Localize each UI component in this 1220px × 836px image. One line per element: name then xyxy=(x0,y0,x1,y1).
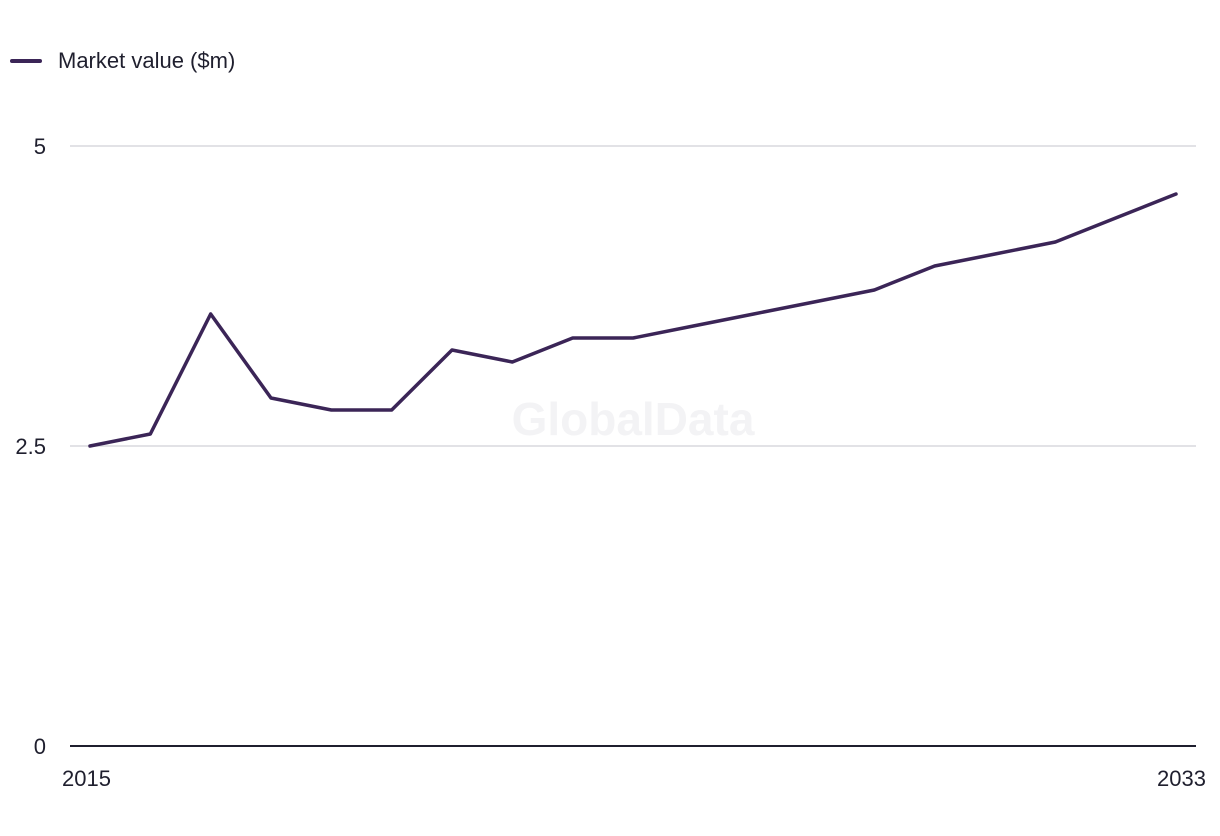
data-point xyxy=(933,264,937,268)
data-point xyxy=(691,324,695,328)
data-point xyxy=(148,432,152,436)
data-point xyxy=(872,288,876,292)
y-tick-label: 0 xyxy=(34,734,46,759)
watermark: GlobalData xyxy=(512,393,755,445)
x-tick-label: 2015 xyxy=(62,766,111,791)
legend-label: Market value ($m) xyxy=(58,48,236,73)
data-point xyxy=(88,444,92,448)
legend: Market value ($m) xyxy=(10,46,235,76)
x-tick-label: 2033 xyxy=(1157,766,1206,791)
legend-swatch xyxy=(10,59,42,63)
data-point xyxy=(269,396,273,400)
data-point xyxy=(390,408,394,412)
data-point xyxy=(631,336,635,340)
data-point xyxy=(450,348,454,352)
data-point xyxy=(209,312,213,316)
data-point xyxy=(993,252,997,256)
data-point xyxy=(571,336,575,340)
y-tick-label: 2.5 xyxy=(15,434,46,459)
data-point xyxy=(752,312,756,316)
data-point xyxy=(1053,240,1057,244)
data-point xyxy=(1174,192,1178,196)
data-point xyxy=(1114,216,1118,220)
data-point xyxy=(812,300,816,304)
y-tick-label: 5 xyxy=(34,134,46,159)
data-point xyxy=(510,360,514,364)
data-point xyxy=(329,408,333,412)
